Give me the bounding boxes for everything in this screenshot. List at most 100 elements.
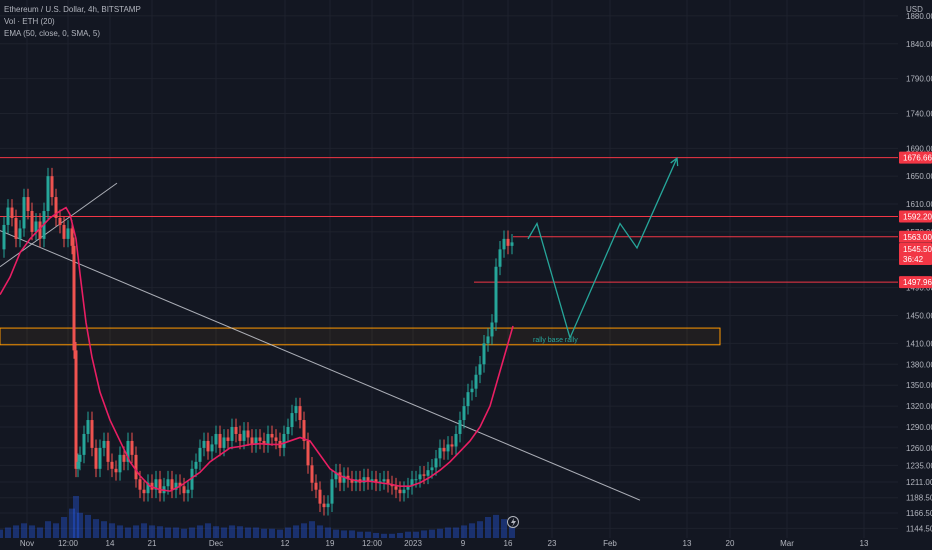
candle-body — [266, 433, 270, 445]
candle-body — [94, 447, 98, 469]
candle-body — [230, 427, 234, 441]
volume-bar — [13, 525, 19, 538]
candle-body — [374, 479, 378, 483]
candle-body — [402, 489, 406, 494]
candle-body — [90, 420, 94, 448]
candle-body — [226, 437, 230, 441]
candle-body — [22, 197, 26, 229]
volume-bar — [149, 525, 155, 538]
volume-bar — [285, 527, 291, 538]
candle-body — [194, 461, 198, 469]
x-tick-label: 9 — [461, 539, 466, 548]
volume-bar — [197, 525, 203, 538]
x-tick-label: 13 — [683, 539, 692, 548]
volume-bar — [333, 529, 339, 538]
candle-body — [394, 486, 398, 490]
symbol-title[interactable]: Ethereum / U.S. Dollar, 4h, BITSTAMP — [4, 5, 141, 14]
y-tick-label: 1350.00 — [906, 381, 932, 390]
candle-body — [490, 322, 494, 337]
candle-body — [470, 388, 474, 393]
candle-body — [238, 433, 242, 441]
volume-indicator-label[interactable]: Vol · ETH (20) — [4, 17, 55, 26]
y-tick-label: 1211.00 — [906, 478, 932, 487]
candle-body — [218, 433, 222, 448]
candle-body — [174, 482, 178, 490]
support-zone-rect — [0, 327, 721, 346]
candle-body — [398, 489, 402, 494]
candle-body — [98, 447, 102, 469]
y-tick-label: 1144.50 — [906, 524, 932, 533]
candle-body — [510, 242, 514, 246]
candle-body — [202, 440, 206, 448]
price-tag — [899, 210, 932, 223]
candle-body — [330, 479, 334, 504]
volume-bar — [445, 527, 451, 538]
candle-body — [310, 465, 314, 483]
candle-body — [210, 444, 214, 452]
candle-body — [242, 430, 246, 441]
candle-body — [422, 474, 426, 476]
candle-body — [506, 238, 510, 246]
y-tick-label: 1166.50 — [906, 509, 932, 518]
candle-body — [158, 479, 162, 494]
candle-body — [50, 176, 54, 198]
candle-body — [434, 458, 438, 468]
candle-body — [502, 238, 506, 250]
candle-body — [270, 433, 274, 438]
y-tick-label: 1790.00 — [906, 75, 932, 84]
candle-body — [110, 461, 114, 469]
x-tick-label: 12:00 — [362, 539, 383, 548]
candle-body — [106, 440, 110, 462]
volume-bar — [173, 527, 179, 538]
candle-body — [418, 474, 422, 480]
ema-line — [0, 206, 514, 492]
candle-body — [118, 454, 122, 473]
candle-body — [346, 475, 350, 480]
candle-body — [386, 479, 390, 485]
price-tag-label: 1676.66 — [903, 154, 932, 163]
candle-body — [274, 437, 278, 441]
volume-bar — [509, 521, 515, 538]
grid-lines — [0, 0, 898, 538]
candle-body — [26, 197, 30, 212]
candle-body — [234, 427, 238, 434]
x-tick-label: Mar — [780, 539, 794, 548]
candle-body — [250, 437, 254, 445]
volume-bar — [237, 526, 243, 538]
y-tick-label: 1260.00 — [906, 444, 932, 453]
candle-body — [82, 433, 86, 455]
y-tick-label: 1490.00 — [906, 284, 932, 293]
y-axis: USD1880.001840.001790.001740.001690.0016… — [899, 5, 932, 533]
candle-body — [410, 479, 414, 487]
volume-bar — [77, 512, 83, 538]
volume-bar — [493, 514, 499, 538]
y-tick-label: 1410.00 — [906, 339, 932, 348]
candle-body — [126, 440, 130, 462]
volume-bar — [365, 531, 371, 538]
candle-body — [2, 224, 6, 250]
candle-body — [142, 489, 146, 494]
lightning-icon[interactable] — [507, 516, 519, 528]
volume-bar — [37, 527, 43, 538]
x-tick-label: 23 — [548, 539, 557, 548]
candle-body — [18, 228, 22, 239]
candle-body — [466, 392, 470, 407]
ema-indicator-label[interactable]: EMA (50, close, 0, SMA, 5) — [4, 29, 101, 38]
candle-body — [146, 482, 150, 494]
chart-legend: Ethereum / U.S. Dollar, 4h, BITSTAMP Vol… — [4, 4, 141, 40]
volume-bar — [5, 527, 11, 538]
candle-body — [6, 207, 10, 225]
volume-bar — [261, 528, 267, 538]
volume-bar — [477, 521, 483, 538]
candle-body — [454, 433, 458, 447]
candle-body — [342, 475, 346, 483]
candle-body — [30, 211, 34, 232]
y-tick-label: 1610.00 — [906, 200, 932, 209]
candle-body — [76, 461, 80, 469]
candle-body — [450, 444, 454, 447]
x-tick-label: 21 — [148, 539, 157, 548]
volume-bar — [29, 525, 35, 538]
volume-bar — [21, 523, 27, 538]
